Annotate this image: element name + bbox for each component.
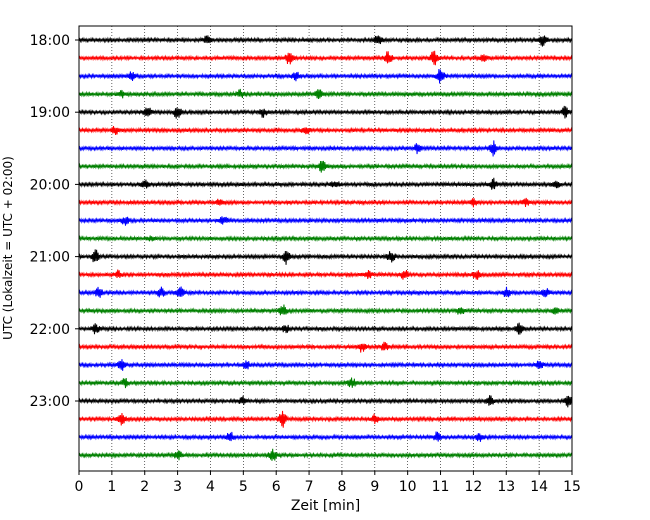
x-tick-label: 5 — [239, 479, 248, 495]
vertical-grid — [111, 26, 540, 471]
x-tick-label: 11 — [432, 479, 450, 495]
x-tick-label: 12 — [464, 479, 482, 495]
trace-line — [78, 88, 573, 99]
trace-line — [78, 377, 573, 389]
trace-line — [78, 177, 573, 190]
x-tick-label: 4 — [206, 479, 215, 495]
trace-line — [78, 234, 573, 243]
y-tick-label: 18:00 — [30, 33, 70, 49]
y-tick-label: 22:00 — [30, 322, 70, 338]
trace-line — [78, 304, 573, 316]
trace-line — [78, 50, 573, 66]
trace-line — [78, 286, 573, 298]
x-tick-label: 6 — [272, 479, 281, 495]
x-tick-label: 15 — [563, 479, 581, 495]
trace-line — [78, 35, 573, 47]
trace-line — [78, 140, 573, 157]
x-tick-label: 7 — [305, 479, 314, 495]
trace-line — [78, 68, 573, 84]
x-axis-title: Zeit [min] — [291, 498, 360, 514]
trace-line — [78, 341, 573, 353]
y-axis-ticks: 18:00 19:00 20:00 21:00 22:00 23:00 — [30, 33, 79, 410]
y-tick-label: 23:00 — [30, 394, 70, 410]
x-axis-ticks: 0 1 2 3 4 5 6 7 8 9 10 11 12 13 14 15 — [75, 471, 581, 495]
y-tick-label: 19:00 — [30, 105, 70, 121]
x-tick-label: 10 — [399, 479, 417, 495]
trace-line — [78, 125, 573, 136]
trace-line — [78, 431, 573, 442]
plot-frame — [78, 25, 573, 472]
trace-line — [78, 105, 573, 119]
x-tick-label: 13 — [497, 479, 515, 495]
trace-line — [78, 197, 573, 208]
trace-line — [78, 216, 573, 226]
trace-line — [78, 448, 573, 461]
trace-line — [78, 395, 573, 408]
x-tick-label: 1 — [107, 479, 116, 495]
y-tick-label: 21:00 — [30, 250, 70, 266]
x-tick-label: 9 — [370, 479, 379, 495]
x-tick-label: 8 — [337, 479, 346, 495]
x-tick-label: 0 — [75, 479, 84, 495]
x-tick-label: 14 — [530, 479, 548, 495]
trace-line — [78, 160, 573, 173]
trace-line — [78, 269, 573, 280]
trace-group — [78, 35, 573, 461]
trace-line — [78, 322, 573, 335]
trace-line — [78, 410, 573, 428]
y-tick-label: 20:00 — [30, 177, 70, 193]
x-tick-label: 2 — [140, 479, 149, 495]
trace-line — [78, 359, 573, 371]
x-tick-label: 3 — [173, 479, 182, 495]
y-axis-title: UTC (Lokalzeit = UTC + 02:00) — [1, 156, 15, 340]
trace-line — [78, 249, 573, 265]
